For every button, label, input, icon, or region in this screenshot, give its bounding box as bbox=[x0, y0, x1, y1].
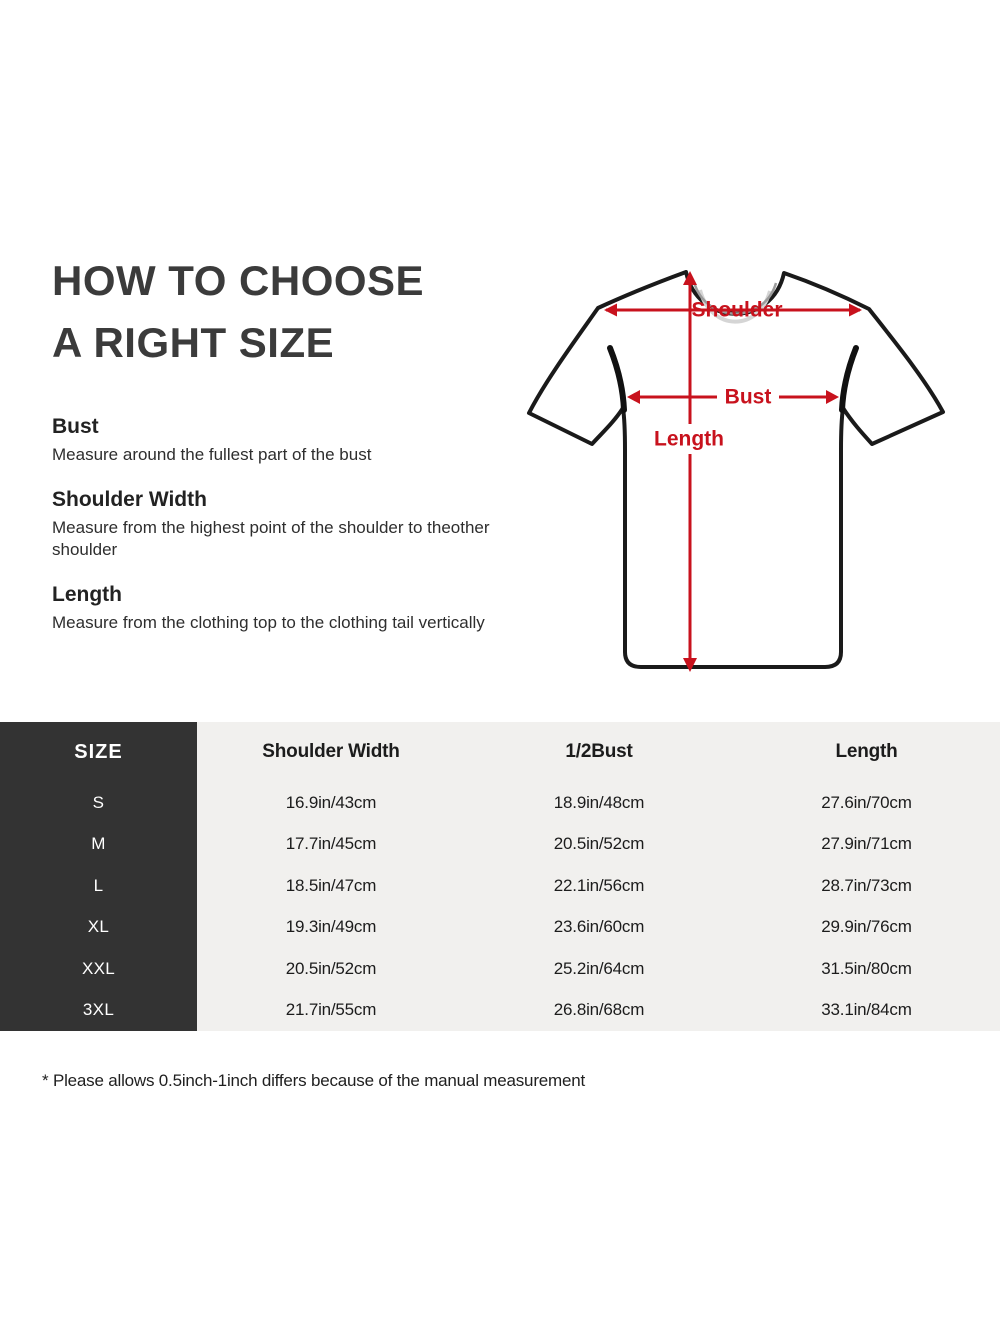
bust-arrow bbox=[627, 390, 839, 404]
table-row-s-length: 27.6in/70cm bbox=[733, 782, 1000, 824]
guide-desc-bust: Measure around the fullest part of the b… bbox=[52, 445, 372, 464]
table-row-3xl-size: 3XL bbox=[0, 989, 197, 1031]
table-row-xxl-size: XXL bbox=[0, 948, 197, 990]
table-row-xl-length: 29.9in/76cm bbox=[733, 906, 1000, 948]
table-row-m-bust: 20.5in/52cm bbox=[465, 823, 733, 865]
guide-item-shoulder-width: Shoulder Width Measure from the highest … bbox=[52, 488, 492, 561]
shoulder-arrow-label: Shoulder bbox=[691, 299, 782, 322]
table-row-xl-bust: 23.6in/60cm bbox=[465, 906, 733, 948]
bust-arrow-label: Bust bbox=[725, 386, 772, 409]
length-arrow bbox=[683, 271, 697, 672]
table-header-shoulder-width: Shoulder Width bbox=[197, 722, 465, 782]
table-row-l-bust: 22.1in/56cm bbox=[465, 865, 733, 907]
left-armpit-crease bbox=[607, 345, 627, 413]
size-table: SIZE Shoulder Width 1/2Bust Length S 16.… bbox=[0, 722, 1000, 1031]
guide-item-length: Length Measure from the clothing top to … bbox=[52, 583, 492, 634]
measurement-footnote: * Please allows 0.5inch-1inch differs be… bbox=[42, 1071, 586, 1090]
right-armpit-crease bbox=[839, 345, 859, 413]
table-row-s-size: S bbox=[0, 782, 197, 824]
tshirt-outline bbox=[527, 270, 945, 669]
guide-desc-shoulder-width: Measure from the highest point of the sh… bbox=[52, 518, 490, 559]
table-header-half-bust: 1/2Bust bbox=[465, 722, 733, 782]
table-row-m-length: 27.9in/71cm bbox=[733, 823, 1000, 865]
table-row-xxl-shoulder: 20.5in/52cm bbox=[197, 948, 465, 990]
table-row-l-length: 28.7in/73cm bbox=[733, 865, 1000, 907]
guide-desc-length: Measure from the clothing top to the clo… bbox=[52, 613, 485, 632]
table-row-l-shoulder: 18.5in/47cm bbox=[197, 865, 465, 907]
table-header-size: SIZE bbox=[0, 722, 197, 782]
table-row-xl-shoulder: 19.3in/49cm bbox=[197, 906, 465, 948]
shoulder-arrow bbox=[604, 303, 862, 317]
table-row-3xl-shoulder: 21.7in/55cm bbox=[197, 989, 465, 1031]
table-row-3xl-length: 33.1in/84cm bbox=[733, 989, 1000, 1031]
guide-title-bust: Bust bbox=[52, 415, 99, 438]
guide-title-shoulder-width: Shoulder Width bbox=[52, 488, 207, 511]
table-row-s-shoulder: 16.9in/43cm bbox=[197, 782, 465, 824]
table-row-l-size: L bbox=[0, 865, 197, 907]
measure-guide: Bust Measure around the fullest part of … bbox=[52, 415, 492, 656]
length-arrow-label: Length bbox=[654, 428, 724, 451]
table-row-xxl-bust: 25.2in/64cm bbox=[465, 948, 733, 990]
page-title-line2: A RIGHT SIZE bbox=[52, 319, 335, 366]
table-row-3xl-bust: 26.8in/68cm bbox=[465, 989, 733, 1031]
page-title: HOW TO CHOOSE A RIGHT SIZE bbox=[52, 250, 424, 374]
table-row-m-shoulder: 17.7in/45cm bbox=[197, 823, 465, 865]
table-row-xxl-length: 31.5in/80cm bbox=[733, 948, 1000, 990]
page-title-line1: HOW TO CHOOSE bbox=[52, 257, 425, 304]
tshirt-measurement-diagram: Shoulder Bust Length bbox=[500, 240, 980, 700]
guide-item-bust: Bust Measure around the fullest part of … bbox=[52, 415, 492, 466]
table-row-xl-size: XL bbox=[0, 906, 197, 948]
table-header-length: Length bbox=[733, 722, 1000, 782]
collar-inner-line bbox=[692, 281, 778, 315]
table-row-m-size: M bbox=[0, 823, 197, 865]
length-label-backdrop bbox=[654, 424, 724, 454]
guide-title-length: Length bbox=[52, 583, 122, 606]
table-row-s-bust: 18.9in/48cm bbox=[465, 782, 733, 824]
tshirt-diagram-svg: Shoulder Bust Length bbox=[527, 270, 945, 672]
